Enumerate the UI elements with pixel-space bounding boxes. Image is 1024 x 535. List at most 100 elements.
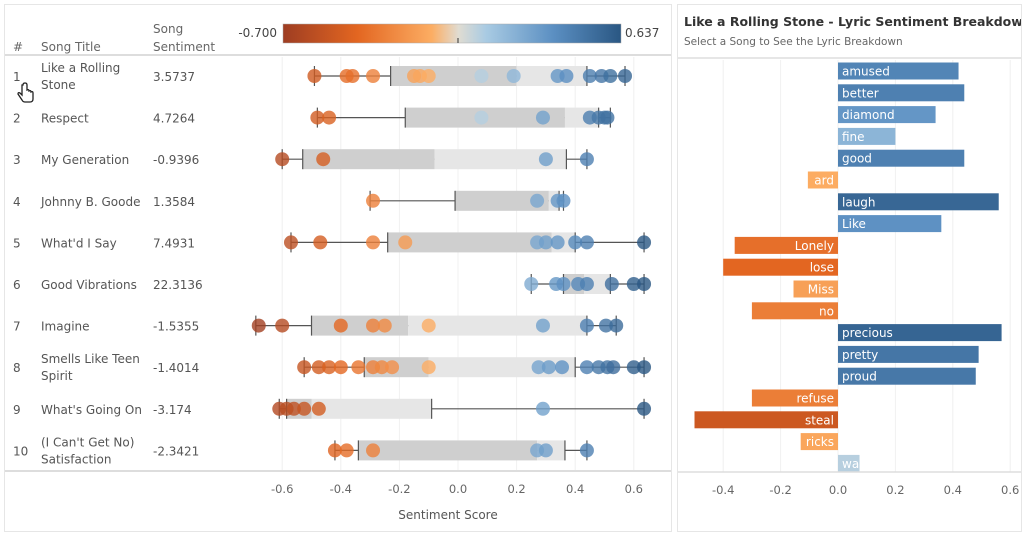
song-row[interactable]: 9 What's Going On -3.174 [13,398,652,419]
lyric-point[interactable] [598,318,613,333]
lyric-point[interactable] [637,277,652,291]
lyric-point[interactable] [398,235,413,250]
lyric-point[interactable] [313,235,328,250]
word-bar-fine[interactable]: fine [838,127,896,145]
color-legend-bar[interactable] [282,23,622,44]
lyric-point[interactable] [366,318,381,333]
lyric-point[interactable] [600,110,615,125]
lyric-point[interactable] [524,277,539,291]
word-bar[interactable] [838,345,979,363]
lyric-point[interactable] [474,69,489,83]
lyric-point[interactable] [322,360,337,375]
lyric-point[interactable] [366,193,381,208]
lyric-point[interactable] [579,443,594,458]
song-title-line2[interactable]: Satisfaction [41,452,111,466]
word-bar-precious[interactable]: precious [838,324,1002,342]
lyric-point[interactable] [322,110,337,125]
song-title[interactable]: What'd I Say [41,236,117,250]
lyric-point[interactable] [538,235,553,250]
song-row[interactable]: 5 What'd I Say 7.4931 [13,232,652,253]
lyric-point[interactable] [541,360,556,375]
lyric-point[interactable] [366,443,381,458]
word-bar[interactable] [838,215,942,233]
word-bar-ricks[interactable]: ricks [800,433,838,451]
lyric-point[interactable] [538,152,553,167]
word-bar[interactable] [751,389,838,407]
lyric-point[interactable] [421,69,436,83]
song-title[interactable]: Johnny B. Goode [40,195,140,209]
word-bar-amused[interactable]: amused [838,62,959,80]
lyric-point[interactable] [535,110,550,125]
lyric-point[interactable] [603,69,618,83]
song-title[interactable]: Like a Rolling [41,61,120,75]
lyric-point[interactable] [538,443,553,458]
word-bar-good[interactable]: good [838,149,965,167]
lyric-point[interactable] [582,69,597,83]
song-row[interactable]: 3 My Generation -0.9396 [13,149,594,170]
lyric-point[interactable] [579,360,594,375]
lyric-point[interactable] [474,110,489,125]
word-bar[interactable] [793,280,838,298]
header-song-title[interactable]: Song Title [41,40,101,54]
lyric-point[interactable] [606,360,621,375]
word-bar-refuse[interactable]: refuse [751,389,838,407]
word-bar-laugh[interactable]: laugh [838,193,999,211]
lyric-point[interactable] [283,235,298,250]
lyric-point[interactable] [286,401,301,416]
lyric-point[interactable] [506,69,521,83]
lyric-point[interactable] [556,193,571,208]
lyric-point[interactable] [333,360,348,375]
lyric-point[interactable] [275,318,290,333]
word-bar-pretty[interactable]: pretty [838,345,979,363]
word-bar-better[interactable]: better [838,84,965,102]
song-title[interactable]: Respect [41,112,89,126]
lyric-point[interactable] [579,277,594,291]
song-title-line2[interactable]: Spirit [41,369,73,383]
song-title[interactable]: Good Vibrations [41,278,137,292]
word-bar-proud[interactable]: proud [838,367,976,385]
lyric-point[interactable] [579,235,594,250]
lyric-point[interactable] [385,360,400,375]
song-row[interactable]: 10 (I Can't Get No) Satisfaction -2.3421 [13,435,594,466]
word-bar[interactable] [838,127,896,145]
header-song-sentiment-1[interactable]: Song [153,22,183,36]
lyric-point[interactable] [345,69,360,83]
lyric-point[interactable] [275,152,290,167]
song-title[interactable]: (I Can't Get No) [41,435,134,449]
lyric-point[interactable] [339,443,354,458]
lyric-point[interactable] [535,318,550,333]
lyric-point[interactable] [421,360,436,375]
lyric-point[interactable] [377,318,392,333]
lyric-point[interactable] [637,235,652,250]
lyric-point[interactable] [530,193,545,208]
lyric-point[interactable] [555,360,570,375]
song-row[interactable]: 4 Johnny B. Goode 1.3584 [13,190,571,211]
lyric-point[interactable] [618,69,633,83]
lyric-point[interactable] [626,277,641,291]
word-bar[interactable] [734,236,838,254]
word-bar-diamond[interactable]: diamond [838,106,936,124]
song-title[interactable]: What's Going On [41,403,142,417]
word-bar-lose[interactable]: lose [723,258,838,276]
lyric-point[interactable] [559,69,574,83]
word-bar[interactable] [694,411,839,429]
word-bar[interactable] [807,171,838,189]
lyric-point[interactable] [311,401,326,416]
word-bar[interactable] [838,62,959,80]
lyric-point[interactable] [579,318,594,333]
song-row[interactable]: 7 Imagine -1.5355 [13,315,624,336]
lyric-point[interactable] [307,69,322,83]
word-bar[interactable] [751,302,838,320]
lyric-point[interactable] [556,277,571,291]
word-bar[interactable] [838,149,965,167]
lyric-point[interactable] [366,69,381,83]
word-bar-ard[interactable]: ard [807,171,838,189]
word-bar[interactable] [838,367,976,385]
lyric-point[interactable] [535,401,550,416]
song-title[interactable]: Smells Like Teen [41,352,140,366]
lyric-point[interactable] [366,235,381,250]
word-bar[interactable] [723,258,838,276]
lyric-point[interactable] [609,318,624,333]
word-bar-wa[interactable]: wa [838,454,860,472]
word-bar-lonely[interactable]: Lonely [734,236,838,254]
